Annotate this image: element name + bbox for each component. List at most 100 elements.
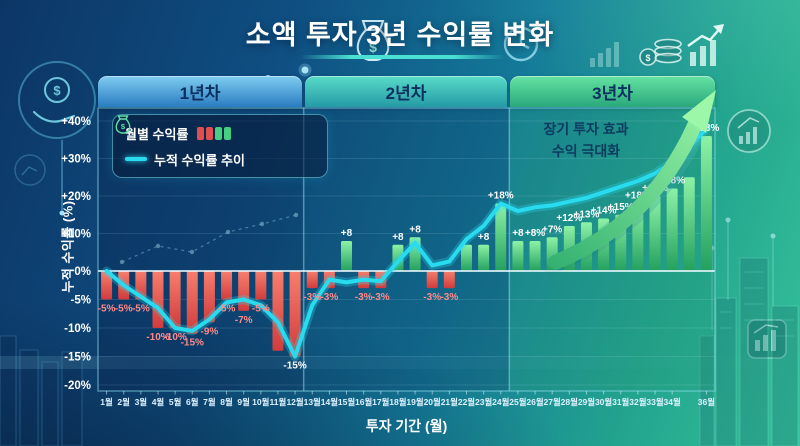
bar-month-4 — [152, 271, 164, 328]
green-bar-swatch — [224, 126, 232, 140]
bar-month-3 — [135, 271, 147, 300]
x-tick-marks — [106, 391, 707, 395]
x-tick-labels: 1월 2월 3월 4월 5월 6월 7월 8월 9월 10월 11월 12월 13월 14월 15월 16월 1… — [100, 397, 715, 407]
bar-label-month-8: -5% — [218, 304, 236, 315]
bar-label-month-36: +38% — [694, 123, 720, 134]
bar-label-month-24: +18% — [488, 191, 514, 202]
svg-text:9월: 9월 — [237, 397, 250, 407]
bar-month-13 — [306, 271, 318, 289]
bar-month-7 — [203, 271, 215, 323]
bar-month-35 — [683, 177, 695, 271]
bar-label-month-30: +14% — [591, 206, 617, 217]
svg-text:16월: 16월 — [355, 397, 372, 407]
bar-label-month-5: -10% — [163, 332, 186, 343]
svg-text:36월: 36월 — [698, 397, 715, 407]
bar-label-month-15: +8 — [341, 228, 353, 239]
svg-text:-20%: -20% — [64, 380, 91, 392]
bar-month-27 — [546, 237, 558, 271]
svg-text:28월: 28월 — [561, 397, 578, 407]
annotation-line1: 장기 투자 효과 — [543, 121, 629, 137]
bar-month-32 — [632, 203, 644, 271]
bar-label-month-28: +12% — [556, 213, 582, 224]
svg-text:-15%: -15% — [64, 352, 91, 364]
svg-text:+30%: +30% — [61, 154, 91, 166]
svg-text:19월: 19월 — [406, 397, 423, 407]
title-underline — [300, 55, 505, 59]
bar-month-19 — [409, 237, 421, 271]
svg-text:17월: 17월 — [372, 397, 389, 407]
svg-text:11월: 11월 — [270, 397, 287, 407]
svg-text:10월: 10월 — [252, 397, 269, 407]
svg-text:22월: 22월 — [458, 397, 475, 407]
bar-label-month-34: +28% — [659, 176, 685, 187]
bar-label-month-2: -5% — [115, 304, 133, 315]
tab-year-1: 1년차 — [98, 76, 302, 107]
bar-month-11 — [272, 271, 284, 351]
bar-month-2 — [118, 271, 130, 300]
svg-text:29월: 29월 — [578, 397, 595, 407]
bar-label-month-3: -5% — [132, 304, 150, 315]
bar-month-33 — [649, 196, 661, 271]
bar-label-month-21: -3% — [440, 292, 458, 303]
bar-month-14 — [323, 271, 335, 289]
bar-label-month-29: +13% — [574, 209, 600, 220]
bar-label-month-4: -10% — [146, 332, 169, 343]
annotation-line2: 수익 극대화 — [551, 142, 621, 159]
y-axis-title: 누적 수익률 (%) — [60, 200, 76, 293]
city-buildings-left — [0, 335, 83, 446]
svg-text:20월: 20월 — [424, 397, 441, 407]
legend-monthly-label: 월별 수익률 — [125, 126, 189, 142]
light-band-decor — [0, 356, 800, 369]
svg-text:12월: 12월 — [286, 397, 303, 407]
bar-label-month-31: +15% — [608, 202, 634, 213]
bar-month-29 — [580, 222, 592, 271]
bar-month-8 — [221, 271, 233, 300]
svg-text:21월: 21월 — [441, 397, 458, 407]
svg-text:30월: 30월 — [595, 397, 612, 407]
svg-text:27월: 27월 — [544, 397, 561, 407]
svg-text:2월: 2월 — [117, 397, 130, 407]
city-buildings-right — [699, 217, 799, 446]
svg-text:32월: 32월 — [629, 397, 646, 407]
svg-text:+40%: +40% — [61, 116, 91, 128]
bar-month-31 — [615, 214, 627, 271]
svg-text:34월: 34월 — [664, 397, 681, 407]
tab-year-2-label: 2년차 — [385, 84, 427, 103]
bar-month-30 — [598, 218, 610, 271]
bar-month-10 — [255, 271, 267, 300]
bar-label-month-12: -15% — [283, 361, 306, 372]
svg-text:26월: 26월 — [526, 397, 543, 407]
period-dividers — [302, 108, 511, 391]
page-title: 소액 투자 3년 수익률 변화 — [245, 20, 555, 50]
svg-text:3월: 3월 — [135, 397, 148, 407]
bar-month-9 — [238, 271, 250, 311]
legend-row-monthly: $ 월별 수익률 — [115, 115, 327, 143]
x-axis-title: 투자 기간 (월) — [365, 418, 448, 434]
circled-chart-icon — [727, 109, 771, 153]
bar-label-month-1: -5% — [98, 304, 116, 315]
bar-label-month-20: -3% — [423, 292, 441, 303]
chart-square-icon — [747, 319, 787, 359]
red-bar-swatch — [197, 126, 205, 140]
svg-text:$: $ — [53, 83, 61, 98]
annotation-long-term: 장기 투자 효과 수익 극대화 — [510, 119, 662, 162]
bar-label-month-7: -9% — [201, 326, 219, 337]
bar-month-12 — [289, 271, 301, 357]
svg-text:13월: 13월 — [304, 397, 321, 407]
svg-text:4월: 4월 — [152, 397, 165, 407]
svg-text:5월: 5월 — [169, 397, 182, 407]
bar-month-6 — [186, 271, 198, 334]
bar-label-month-32: +18% — [625, 191, 651, 202]
svg-text:25월: 25월 — [509, 397, 526, 407]
svg-text:33월: 33월 — [646, 397, 663, 407]
svg-text:14월: 14월 — [321, 397, 338, 407]
line-swatch — [125, 157, 147, 161]
svg-text:6월: 6월 — [186, 397, 199, 407]
bar-label-month-16: -3% — [355, 292, 373, 303]
tab-year-3-label: 3년차 — [592, 84, 633, 103]
svg-text:18월: 18월 — [389, 397, 406, 407]
legend-cumulative-label: 누적 수익률 추이 — [154, 152, 245, 168]
ghost-trend-decor — [119, 212, 299, 265]
svg-text:7월: 7월 — [203, 397, 216, 407]
